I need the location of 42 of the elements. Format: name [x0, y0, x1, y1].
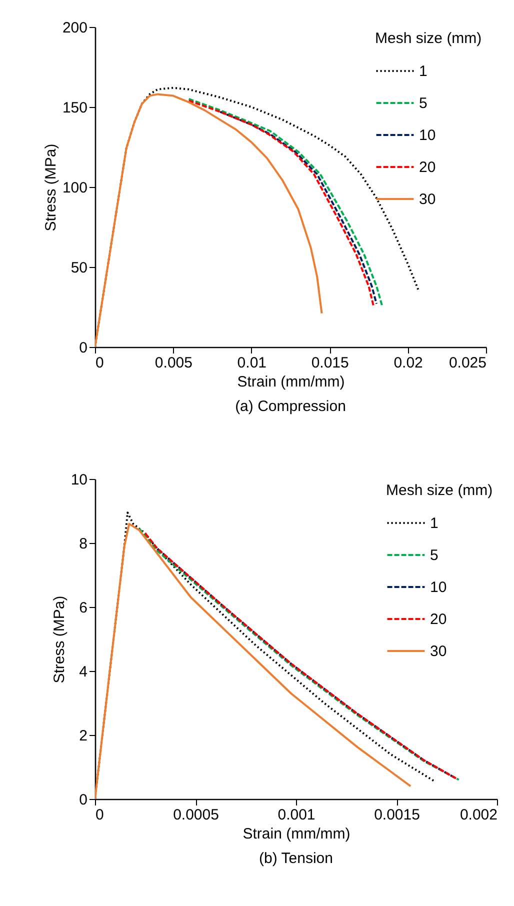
x-tick-label: 0: [96, 806, 104, 824]
x-tick-label: 0.0015: [374, 806, 420, 824]
y-tick-label: 2: [79, 728, 88, 744]
x-axis-title: Strain (mm/mm): [242, 826, 350, 842]
legend-label: 1: [430, 515, 438, 532]
legend-label: 5: [419, 95, 428, 112]
x-tick-label: 0.025: [448, 354, 486, 372]
legend-label: 20: [430, 611, 447, 628]
y-tick-label: 4: [79, 664, 88, 680]
y-tick-label: 100: [62, 180, 88, 196]
y-tick-label: 150: [62, 100, 88, 116]
legend-label: 10: [419, 127, 436, 144]
x-tick-label: 0.0005: [173, 806, 219, 824]
x-tick-label: 0.001: [278, 806, 316, 824]
text: (b) Tension: [259, 850, 333, 867]
y-tick-label: 8: [79, 536, 88, 552]
legend-label: 1: [419, 63, 428, 80]
legend-label: 30: [430, 643, 447, 660]
y-axis-title: Stress (MPa): [42, 144, 60, 232]
y-tick-label: 200: [62, 20, 88, 36]
x-axis-title: Strain (mm/mm): [237, 374, 345, 390]
y-tick-label: 50: [70, 260, 88, 276]
legend-title: Mesh size (mm): [386, 482, 493, 499]
legend-label: 5: [430, 547, 438, 564]
x-tick-label: 0.005: [154, 354, 192, 372]
y-tick-label: 6: [79, 600, 88, 616]
legend-title: Mesh size (mm): [375, 30, 482, 47]
x-tick-label: 0.002: [460, 806, 498, 824]
legend-label: 20: [419, 159, 436, 176]
line-series: [95, 93, 323, 347]
text: (a) Compression: [235, 398, 346, 415]
y-axis-title: Stress (MPa): [50, 596, 68, 684]
legend-label: 30: [419, 191, 436, 208]
x-tick-label: 0: [96, 354, 104, 372]
y-tick-label: 0: [79, 792, 88, 808]
y-tick-label: 0: [79, 340, 88, 356]
x-tick-label: 0.02: [394, 354, 423, 372]
legend-label: 10: [430, 579, 447, 596]
y-tick-label: 10: [70, 472, 88, 488]
x-tick-label: 0.01: [237, 354, 266, 372]
line-series: [219, 110, 378, 305]
x-tick-label: 0.015: [311, 354, 349, 372]
